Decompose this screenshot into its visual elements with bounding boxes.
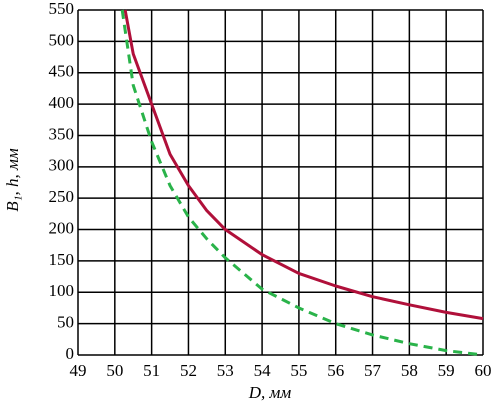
- y-axis-label: B₁, h, мм: [3, 148, 22, 212]
- line-series: [120, 9, 484, 357]
- y-tick-label: 300: [49, 156, 75, 175]
- y-tick-label: 550: [49, 0, 75, 18]
- x-tick-label: 59: [438, 361, 455, 380]
- y-tick-label: 200: [49, 218, 75, 237]
- y-tick-label: 500: [49, 30, 75, 49]
- x-tick-label: 52: [180, 361, 197, 380]
- y-tick-label: 150: [49, 250, 75, 269]
- x-tick-label: 55: [290, 361, 307, 380]
- line-series: [123, 9, 484, 321]
- y-tick-label: 450: [49, 62, 75, 81]
- y-tick-label: 0: [66, 344, 75, 363]
- x-tick-label: 57: [364, 361, 382, 380]
- x-tick-label: 50: [106, 361, 123, 380]
- y-tick-label: 400: [49, 93, 75, 112]
- y-tick-label: 250: [49, 187, 75, 206]
- x-tick-label: 58: [401, 361, 418, 380]
- x-tick-label: 56: [327, 361, 344, 380]
- y-tick-label: 350: [49, 124, 75, 143]
- x-tick-label: 53: [217, 361, 234, 380]
- y-tick-label: 50: [57, 313, 74, 332]
- x-axis-label: D, мм: [248, 383, 292, 402]
- x-tick-label: 60: [475, 361, 492, 380]
- x-tick-label: 51: [143, 361, 160, 380]
- x-tick-label: 54: [254, 361, 272, 380]
- y-tick-label: 100: [49, 281, 75, 300]
- x-tick-label: 49: [70, 361, 87, 380]
